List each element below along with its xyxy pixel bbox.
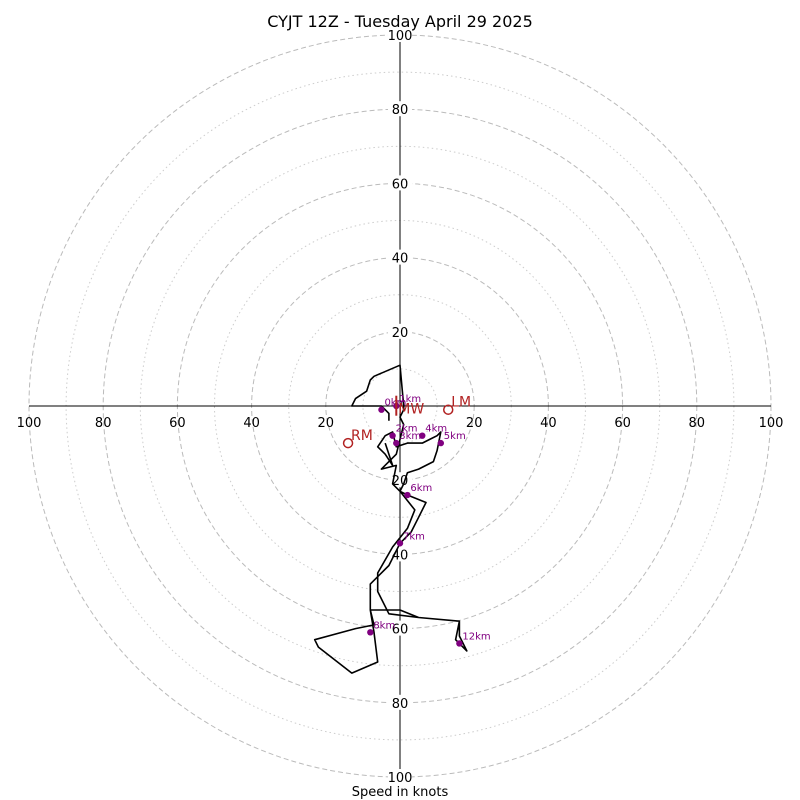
y-tick-bg: [388, 27, 412, 42]
storm-motion-label-LM: LM: [451, 395, 471, 411]
y-tick-label: 60: [392, 623, 409, 638]
storm-motion-label-RM: RM: [351, 428, 373, 444]
height-marker-label-2km: 2km: [396, 424, 418, 435]
x-tick-label: 40: [540, 416, 557, 431]
y-tick-label: 60: [392, 177, 409, 192]
height-marker-label-7km: 7km: [403, 531, 425, 542]
height-marker-5km: [437, 439, 445, 447]
y-tick-bg: [388, 175, 412, 191]
x-tick-label: 100: [759, 416, 784, 431]
height-marker-label-6km: 6km: [410, 483, 432, 494]
x-tick-label: 80: [689, 416, 706, 431]
hodograph-line: [313, 364, 468, 674]
y-tick-bg: [388, 620, 412, 636]
height-marker-0km: [378, 406, 385, 413]
y-tick-label: 100: [388, 29, 413, 44]
height-marker-3km: [393, 439, 400, 447]
y-tick-label: 100: [388, 771, 413, 786]
y-tick-bg: [388, 546, 412, 562]
y-tick-label: 20: [392, 326, 409, 341]
height-marker-label-3km: 3km: [399, 431, 421, 442]
y-tick-bg: [388, 101, 412, 117]
y-tick-label: 80: [392, 103, 409, 118]
storm-motion-LM: [442, 404, 454, 415]
storm-motion-markers: LM RM MW: [342, 395, 471, 449]
x-axis-label: Speed in knots: [352, 785, 449, 800]
x-tick-label: 100: [17, 416, 42, 431]
x-tick-label: 60: [169, 416, 186, 431]
y-tick-bg: [388, 323, 412, 339]
height-marker-7km: [396, 540, 404, 547]
x-tick-label: 80: [95, 416, 112, 431]
storm-motion-label-MW: MW: [398, 402, 424, 418]
height-marker-label-4km: 4km: [425, 424, 447, 435]
y-tick-label: 80: [392, 697, 409, 712]
y-tick-label: 40: [392, 252, 409, 267]
height-marker-2km: [389, 432, 396, 439]
hodograph-trace: [313, 364, 468, 674]
chart-title: CYJT 12Z - Tuesday April 29 2025: [267, 12, 533, 31]
height-markers: 1km0km2km3km4km5km6km7km8km12km: [367, 394, 491, 647]
y-tick-bg: [388, 249, 412, 265]
height-marker-12km: [456, 640, 463, 647]
storm-motion-RM: [342, 437, 354, 449]
axes: [29, 35, 771, 777]
height-marker-label-5km: 5km: [444, 431, 466, 442]
height-marker-4km: [419, 432, 426, 439]
height-marker-8km: [367, 629, 374, 636]
x-tick-label: 60: [614, 416, 631, 431]
height-marker-label-1km: 1km: [399, 394, 421, 405]
y-tick-bg: [388, 769, 412, 784]
y-tick-bg: [388, 694, 412, 710]
x-tick-label: 20: [466, 416, 483, 431]
height-marker-label-12km: 12km: [462, 631, 490, 642]
y-tick-label: 20: [392, 474, 409, 489]
x-tick-label: 20: [318, 416, 335, 431]
height-marker-label-8km: 8km: [373, 620, 395, 631]
height-marker-6km: [404, 491, 411, 499]
x-tick-label: 40: [243, 416, 260, 431]
